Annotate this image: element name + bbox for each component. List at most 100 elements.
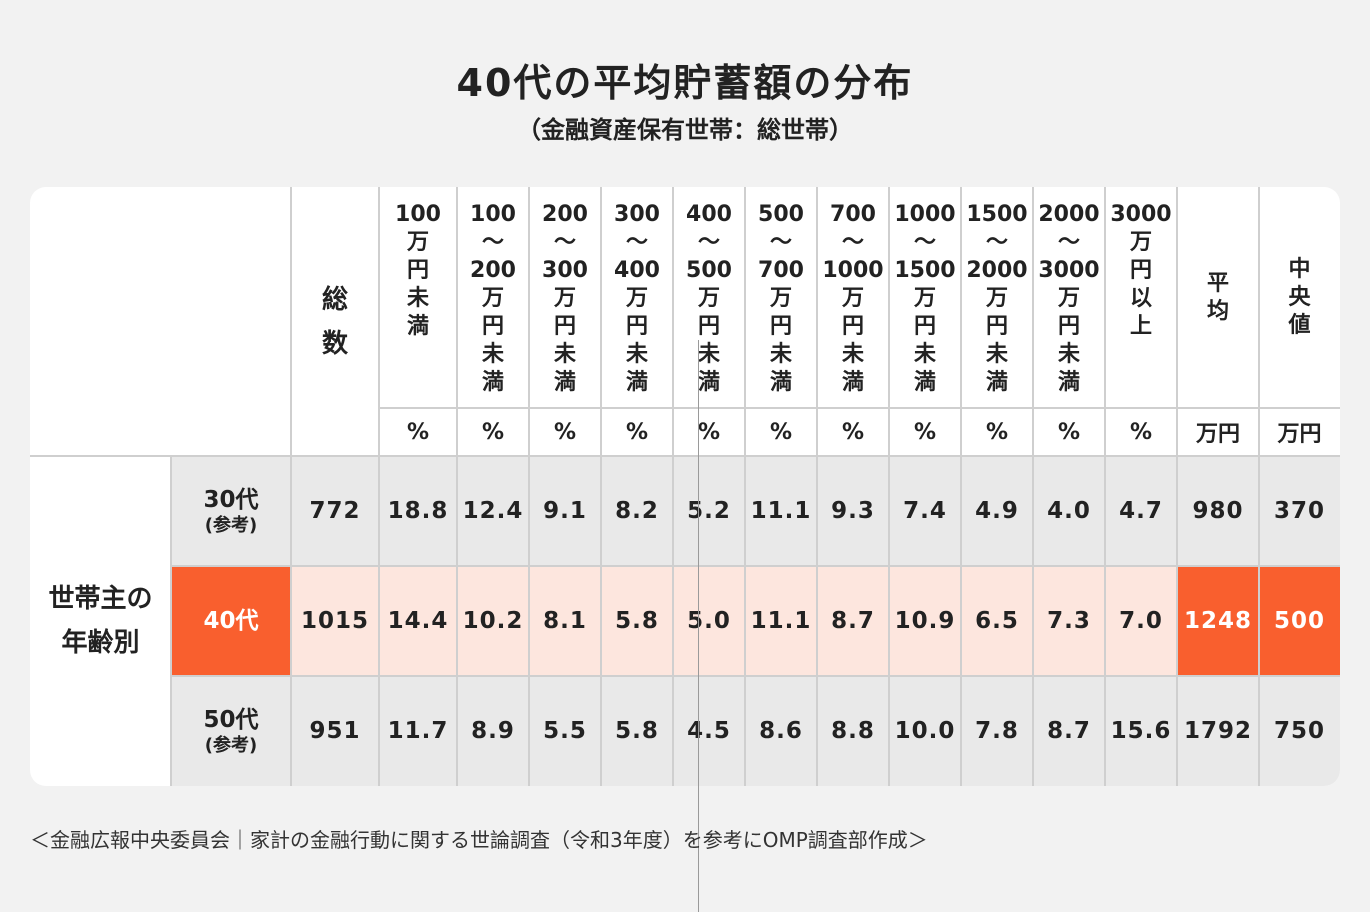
row-bg xyxy=(1105,456,1177,566)
grid-line xyxy=(456,187,458,786)
table-cell: 11.1 xyxy=(750,498,812,524)
table-cell: 1015 xyxy=(300,608,369,634)
row-bg xyxy=(1259,676,1340,786)
source-footnote: ＜金融広報中央委員会｜家計の金融行動に関する世論調査（令和3年度）を参考にOMP… xyxy=(30,828,928,852)
row-label-note: (参考) xyxy=(204,515,258,536)
age-group-label: 世帯主の 年齢別 xyxy=(48,584,153,658)
grid-line xyxy=(379,407,1340,409)
grid-line xyxy=(816,187,818,786)
row-bg xyxy=(745,456,817,566)
table-cell: 8.6 xyxy=(759,718,803,744)
table-cell: 7.3 xyxy=(1047,608,1091,634)
table-cell: 8.7 xyxy=(831,608,875,634)
row-bg xyxy=(171,456,291,566)
column-header: 平 均 xyxy=(1206,270,1229,324)
row-label-age: 40代 xyxy=(203,608,259,634)
row-label: 50代 (参考) xyxy=(171,676,291,786)
table-cell: 9.3 xyxy=(831,498,875,524)
column-header: 500 〜 700 万 円 未 満 xyxy=(758,202,804,395)
column-unit: % xyxy=(1057,419,1081,445)
grid-line xyxy=(1104,187,1106,786)
column-unit: 万円 xyxy=(1195,422,1240,447)
table-cell: 18.8 xyxy=(387,498,449,524)
table-cell: 5.5 xyxy=(543,718,587,744)
column-header: 1500 〜 2000 万 円 未 満 xyxy=(966,202,1028,395)
row-label: 30代 (参考) xyxy=(171,456,291,566)
table-cell: 5.8 xyxy=(615,608,659,634)
savings-distribution-table: 総 数 100 万 円 未 満% 100 〜 200 万 円 未 満% 200 〜 3… xyxy=(30,187,1340,786)
column-unit: % xyxy=(553,419,577,445)
column-unit: % xyxy=(913,419,937,445)
table-cell: 10.2 xyxy=(462,608,524,634)
table-cell: 8.2 xyxy=(615,498,659,524)
table-cell: 5.8 xyxy=(615,718,659,744)
column-header: 300 〜 400 万 円 未 満 xyxy=(614,202,660,395)
row-bg xyxy=(379,456,457,566)
column-header: 100 万 円 未 満 xyxy=(395,202,441,339)
column-unit: % xyxy=(769,419,793,445)
row-bg xyxy=(601,456,673,566)
table-cell: 5.0 xyxy=(687,608,731,634)
row-bg xyxy=(1177,456,1259,566)
row-bg xyxy=(889,456,961,566)
table-cell: 8.8 xyxy=(831,718,875,744)
row-label-note: (参考) xyxy=(204,735,258,756)
row-bg xyxy=(379,566,457,676)
column-header: 中 央 値 xyxy=(1288,256,1311,338)
grid-line xyxy=(170,456,172,786)
column-header: 400 〜 500 万 円 未 満 xyxy=(686,202,732,395)
column-unit: % xyxy=(1129,419,1153,445)
table-cell: 750 xyxy=(1273,718,1325,744)
table-cell: 7.4 xyxy=(903,498,947,524)
table-cell: 15.6 xyxy=(1110,718,1172,744)
table-cell: 951 xyxy=(309,718,361,744)
table-cell: 5.2 xyxy=(687,498,731,524)
table-cell: 370 xyxy=(1273,498,1325,524)
table-cell: 1248 xyxy=(1183,608,1252,634)
row-bg xyxy=(1033,676,1105,786)
chart-subtitle: （金融資産保有世帯：総世帯） xyxy=(517,116,853,144)
row-bg xyxy=(457,456,529,566)
column-unit: % xyxy=(406,419,430,445)
column-header: 2000 〜 3000 万 円 未 満 xyxy=(1038,202,1100,395)
grid-line xyxy=(30,455,1340,457)
row-bg xyxy=(1033,456,1105,566)
row-bg xyxy=(817,456,889,566)
row-bg xyxy=(291,566,379,676)
row-bg xyxy=(1033,566,1105,676)
row-bg xyxy=(291,676,379,786)
column-unit: % xyxy=(697,419,721,445)
grid-line xyxy=(960,187,962,786)
grid-line xyxy=(1032,187,1034,786)
row-bg xyxy=(601,676,673,786)
table-cell: 9.1 xyxy=(543,498,587,524)
divider-line xyxy=(698,340,699,912)
grid-line xyxy=(171,675,1340,677)
row-bg xyxy=(1259,456,1340,566)
row-bg xyxy=(745,566,817,676)
row-label-age: 30代 xyxy=(203,487,259,513)
column-unit: % xyxy=(481,419,505,445)
row-bg xyxy=(171,566,291,676)
grid-line xyxy=(1176,187,1178,786)
row-bg xyxy=(457,676,529,786)
row-bg xyxy=(673,456,745,566)
row-bg xyxy=(961,566,1033,676)
grid-line xyxy=(1258,187,1260,786)
table-cell: 772 xyxy=(309,498,361,524)
row-bg xyxy=(817,676,889,786)
row-bg xyxy=(961,456,1033,566)
table-cell: 11.7 xyxy=(387,718,449,744)
table-cell: 14.4 xyxy=(387,608,449,634)
column-unit: % xyxy=(841,419,865,445)
row-bg xyxy=(817,566,889,676)
row-bg xyxy=(529,456,601,566)
table-cell: 500 xyxy=(1273,608,1325,634)
row-bg xyxy=(291,456,379,566)
table-cell: 4.9 xyxy=(975,498,1019,524)
row-bg xyxy=(961,676,1033,786)
grid-line xyxy=(600,187,602,786)
table-cell: 8.9 xyxy=(471,718,515,744)
grid-line xyxy=(888,187,890,786)
grid-line xyxy=(290,187,292,786)
